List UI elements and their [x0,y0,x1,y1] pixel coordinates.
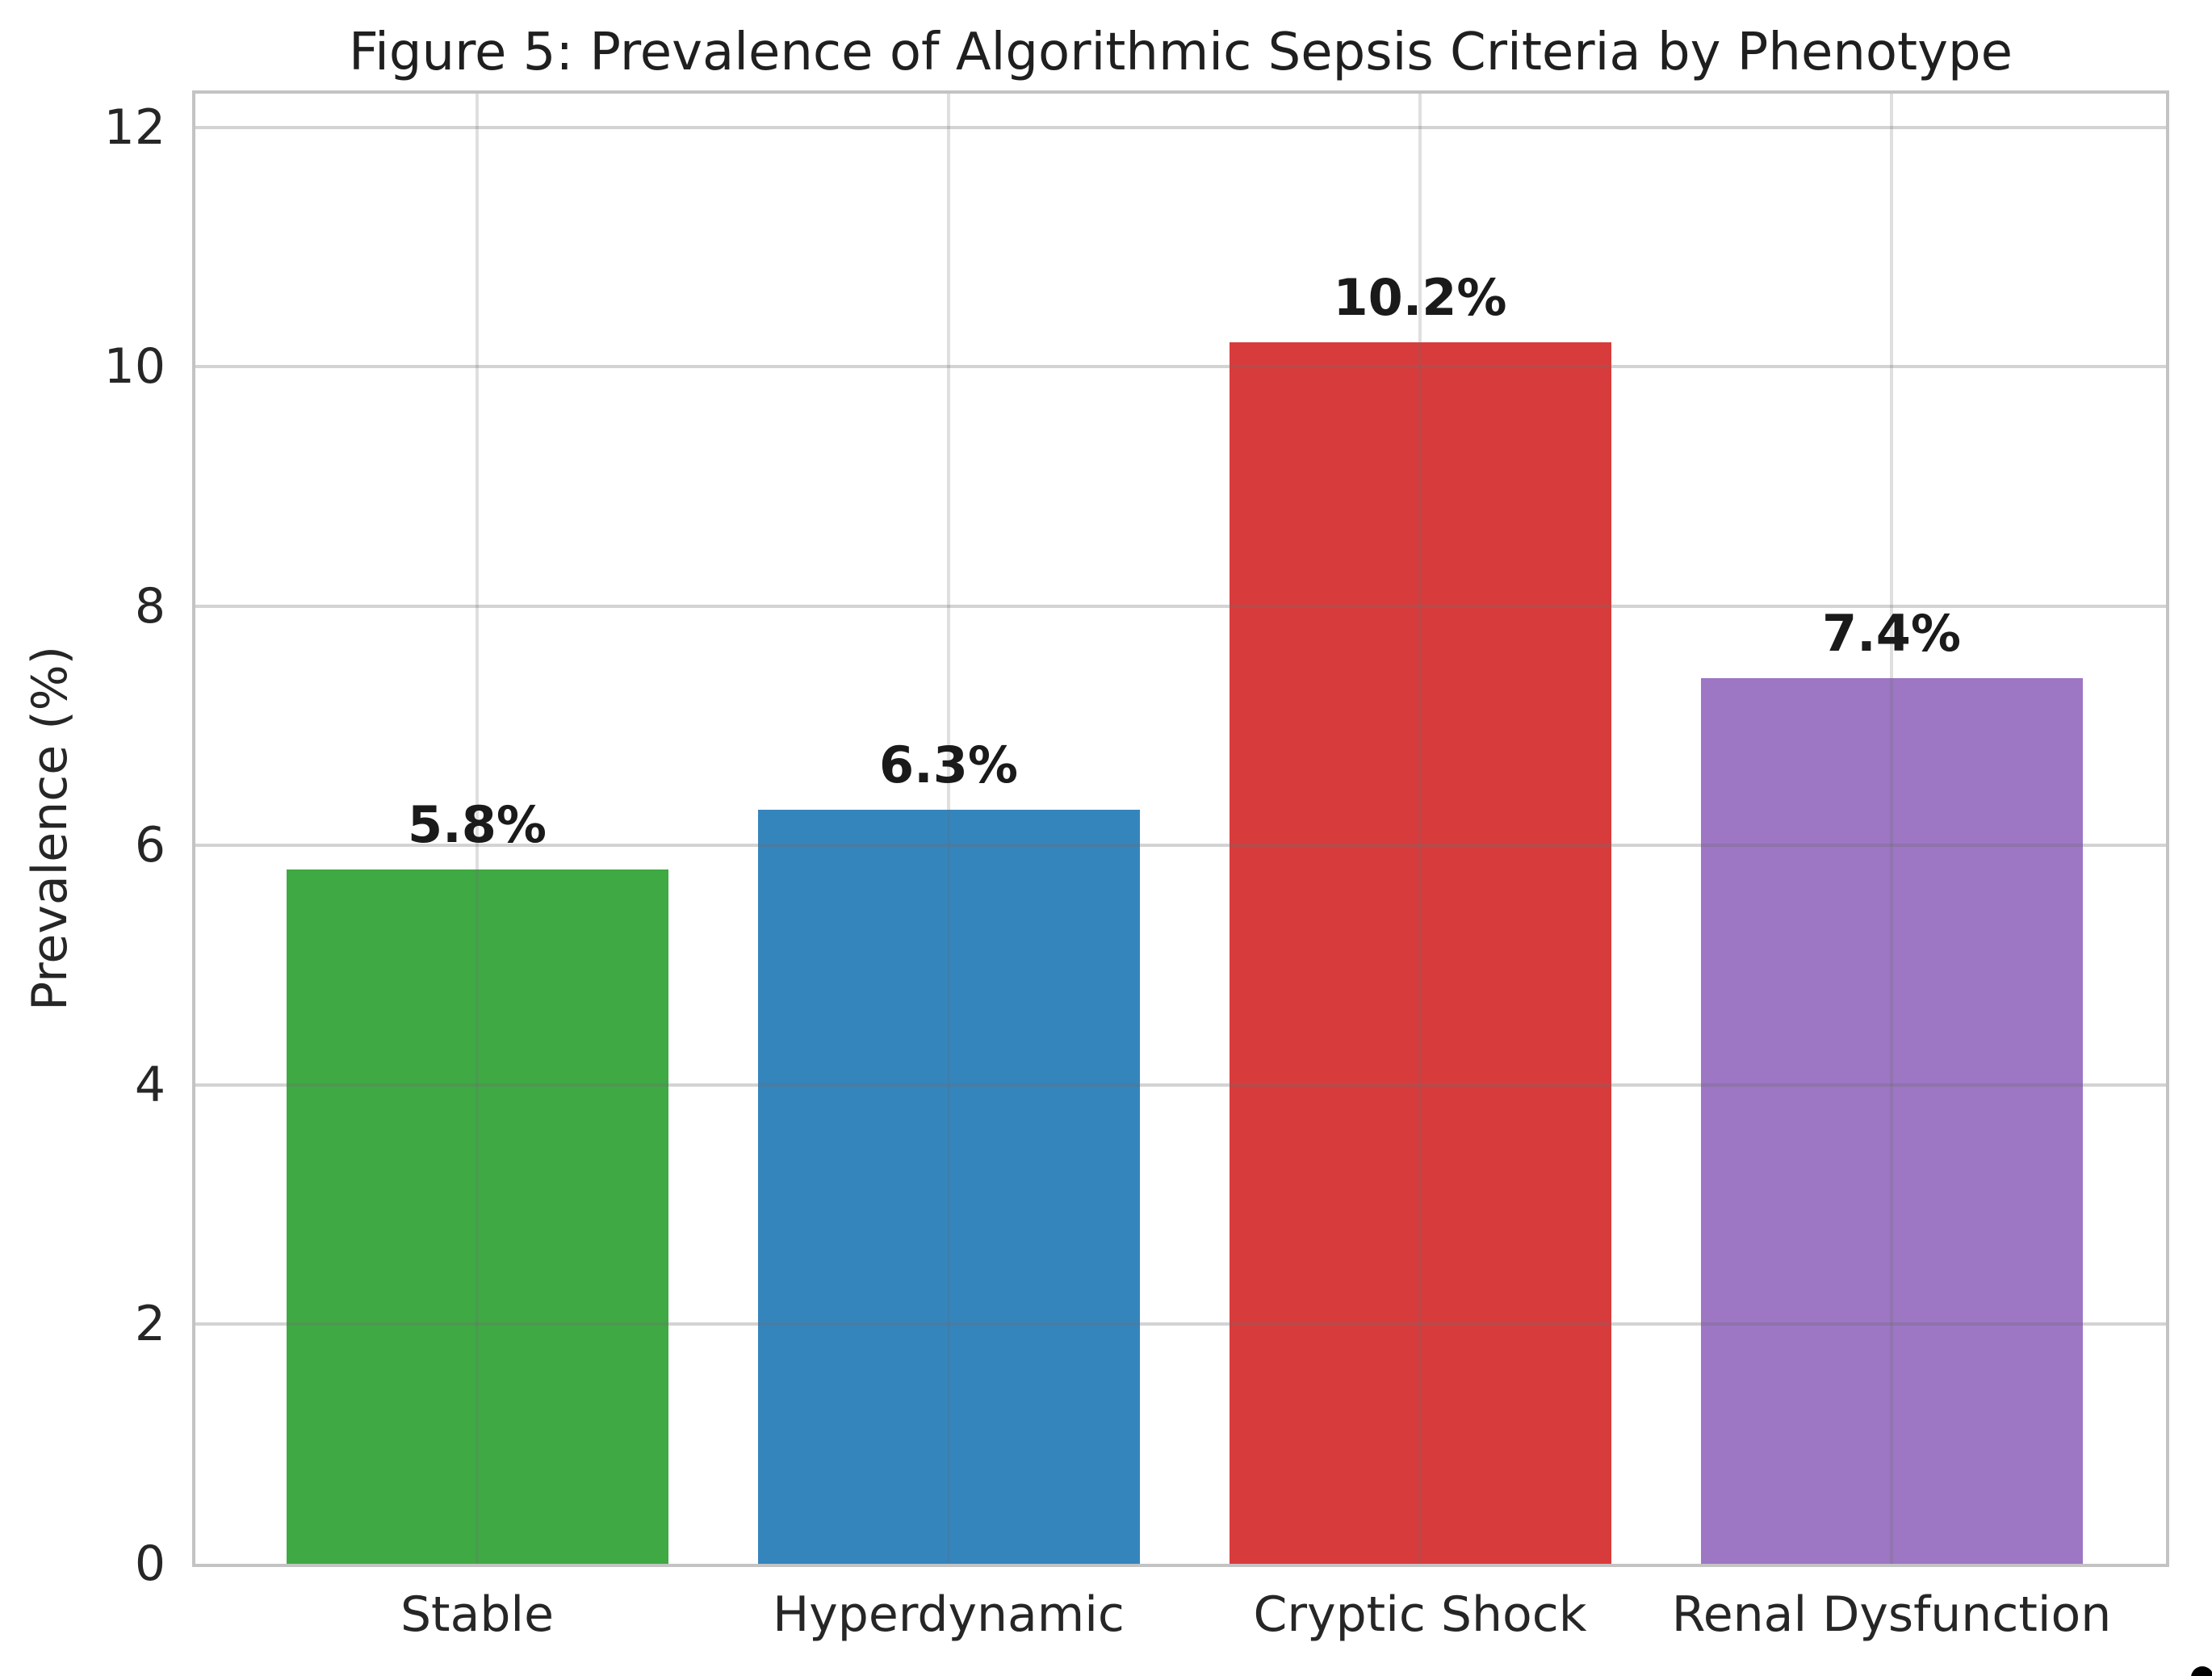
right-spine [2166,90,2169,1567]
y-tick-6: 6 [134,817,165,874]
h-gridline-12 [195,125,2166,129]
x-tick-stable: Stable [400,1586,555,1643]
h-gridline-8 [195,604,2166,608]
h-gridline-2 [195,1322,2166,1326]
v-gridline-stable [475,94,479,1564]
bar-cryptic-shock [1229,342,1611,1564]
value-label-renal-dysfunction: 7.4% [1822,604,1961,663]
chart-title: Figure 5: Prevalence of Algorithmic Seps… [348,23,2013,82]
value-label-stable: 5.8% [408,795,547,854]
y-tick-12: 12 [103,98,165,156]
cropped-glyph-artifact [2191,1666,2212,1676]
left-spine [192,90,195,1567]
top-spine [195,90,2166,94]
y-tick-8: 8 [134,577,165,635]
h-gridline-4 [195,1083,2166,1087]
x-tick-hyperdynamic: Hyperdynamic [773,1586,1125,1643]
bottom-spine [195,1564,2166,1567]
v-gridline-renal-dysfunction [1890,94,1893,1564]
y-tick-10: 10 [103,338,165,396]
x-tick-cryptic-shock: Cryptic Shock [1253,1586,1587,1643]
plot-area: 5.8% 6.3% 10.2% 7.4% [192,90,2169,1567]
v-gridline-cryptic-shock [1418,94,1422,1564]
value-label-cryptic-shock: 10.2% [1333,268,1507,327]
bar-hyperdynamic [757,810,1140,1564]
h-gridline-6 [195,844,2166,848]
h-gridline-10 [195,365,2166,369]
bar-stable [286,869,668,1564]
y-tick-4: 4 [134,1056,165,1113]
value-label-hyperdynamic: 6.3% [879,735,1018,794]
y-tick-0: 0 [134,1536,165,1592]
x-tick-renal-dysfunction: Renal Dysfunction [1671,1586,2112,1643]
v-gridline-hyperdynamic [947,94,950,1564]
y-tick-2: 2 [134,1296,165,1353]
bar-renal-dysfunction [1700,678,2083,1564]
